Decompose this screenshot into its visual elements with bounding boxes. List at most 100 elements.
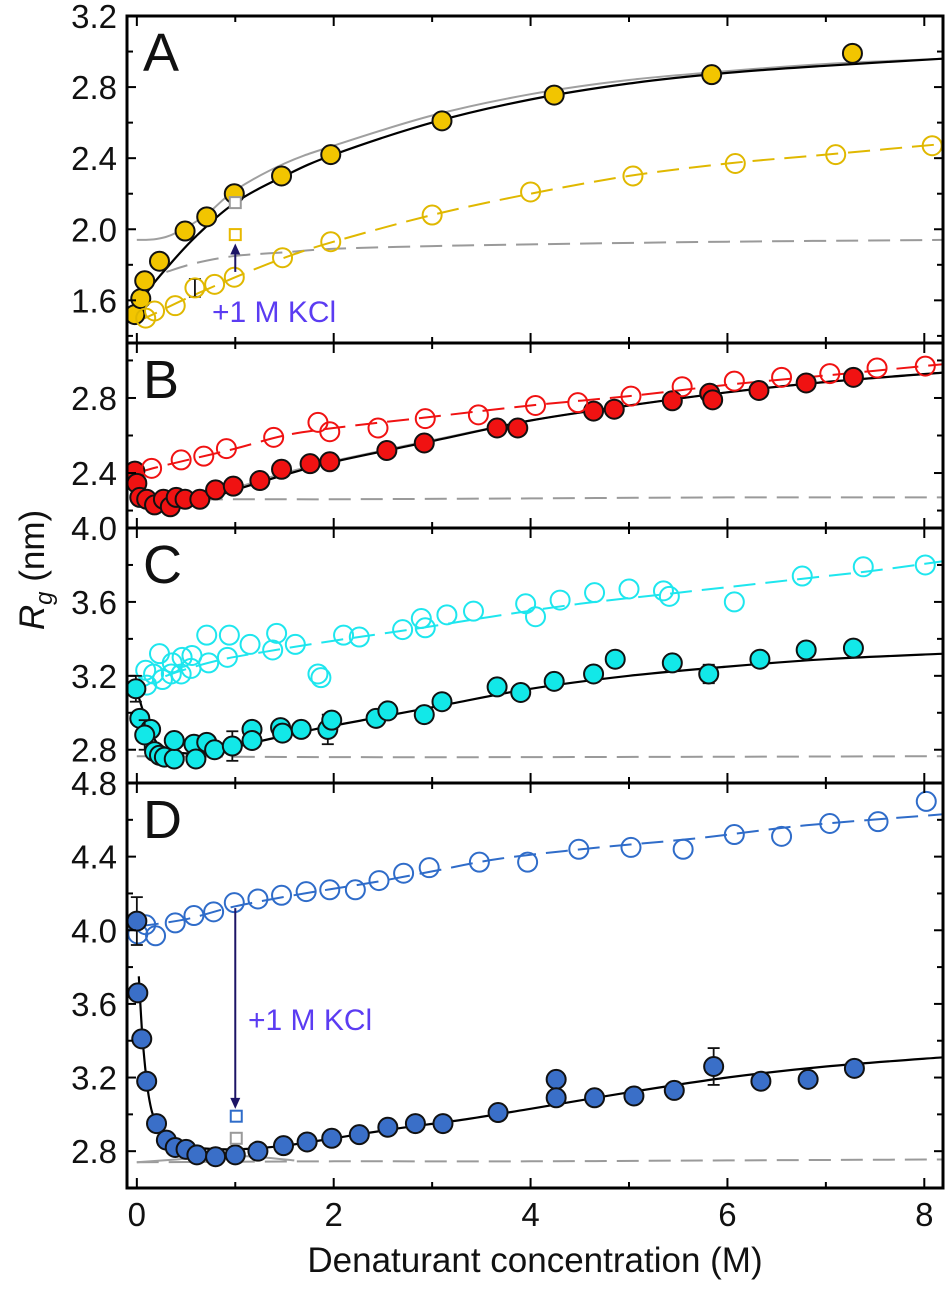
data-point-filled [843,1057,865,1079]
data-point-open [549,589,571,611]
fit-line-dashed [136,143,943,323]
data-point-open [392,619,414,641]
data-point-filled [431,110,453,132]
data-point-open [348,626,370,648]
data-point-open [723,824,745,846]
data-point-open [620,385,642,407]
data-point-open [418,857,440,879]
data-point-open [658,585,680,607]
data-point-open [393,862,415,884]
data-point-open [791,565,813,587]
data-point-filled [189,488,211,510]
data-point-filled [543,670,565,692]
data-point-filled [604,648,626,670]
data-point-filled [321,1127,343,1149]
data-point-filled [134,270,156,292]
x-tick-label: 6 [718,1196,736,1233]
data-point-filled [205,479,227,501]
data-point-filled [623,1085,645,1107]
data-point-open [622,165,644,187]
data-point-open [320,231,342,253]
data-point-open [218,624,240,646]
data-point-filled [841,42,863,64]
panel-letter: A [143,23,179,83]
data-point-filled [134,724,156,746]
data-point-open [914,554,936,576]
data-point-filled [842,637,864,659]
data-point-open [819,813,841,834]
data-point-open [145,925,167,947]
data-point-filled [271,165,293,187]
data-point-filled [127,678,147,700]
x-axis-title: Denaturant concentration (M) [307,1241,762,1280]
data-point-filled [507,417,529,439]
data-point-open [524,394,546,416]
x-tick-label: 4 [521,1196,539,1233]
data-point-filled [241,730,263,751]
data-point-open [771,366,793,388]
data-point-open [216,646,238,668]
data-point-open [272,247,294,269]
y-axis-title: Rg (nm) [13,510,58,630]
data-point-filled [795,372,817,394]
x-tick-label: 8 [915,1196,933,1233]
y-tick-label: 2.4 [71,140,117,177]
y-tick-label: 3.2 [71,0,117,35]
data-point-open [915,790,937,812]
data-point-filled [413,704,435,726]
panel-letter: B [143,350,179,410]
data-point-filled [545,1087,567,1109]
data-point-square [229,1131,243,1145]
data-point-filled [320,144,342,166]
data-point-filled [486,417,508,439]
data-point-open [295,881,317,903]
data-point-open [618,578,640,600]
data-point-open [652,580,674,602]
data-point-filled [797,1068,819,1090]
data-point-filled [148,250,170,272]
data-point-open [310,667,332,689]
data-point-filled [748,379,770,401]
plot-area [127,42,943,329]
data-point-open [414,408,436,430]
data-point-filled [204,739,226,761]
y-tick-label: 4.4 [71,839,117,876]
data-point-filled [185,748,207,770]
data-point-open [160,663,182,685]
data-point-filled [431,691,453,713]
data-point-open [203,901,225,923]
data-point-filled [376,440,398,462]
data-point-filled [321,709,343,731]
data-point-filled [584,1087,606,1109]
annotation-label: +1 M KCl [212,296,336,329]
data-point-filled [271,458,293,480]
data-point-open [515,593,537,615]
data-point-square [228,196,242,210]
y-tick-label: 2.8 [71,69,117,106]
data-point-open [367,417,389,439]
data-point-filled [163,730,185,751]
data-point-filled [703,1056,725,1077]
data-point-open [421,204,443,226]
fit-line-solid [136,57,943,241]
data-point-open [368,870,390,892]
data-point-filled [272,722,294,744]
data-point-filled [224,1144,246,1166]
data-point-filled [698,663,720,685]
y-tick-label: 3.2 [71,1060,117,1097]
data-point-filled [146,1113,168,1135]
data-point-open [462,600,484,622]
data-point-open [333,624,355,646]
arrow-head-icon [230,243,241,255]
data-point-open [193,445,215,467]
data-point-open [271,884,293,906]
annotation-label: +1 M KCl [248,1004,372,1037]
x-tick-label: 2 [325,1196,343,1233]
fit-line-dashed [136,755,943,759]
plot-area [127,554,943,770]
y-tick-label: 4.0 [71,912,117,949]
data-point-filled [222,475,244,497]
data-point-filled [249,470,271,492]
data-point-filled [348,1124,370,1146]
data-point-filled [750,1070,772,1092]
